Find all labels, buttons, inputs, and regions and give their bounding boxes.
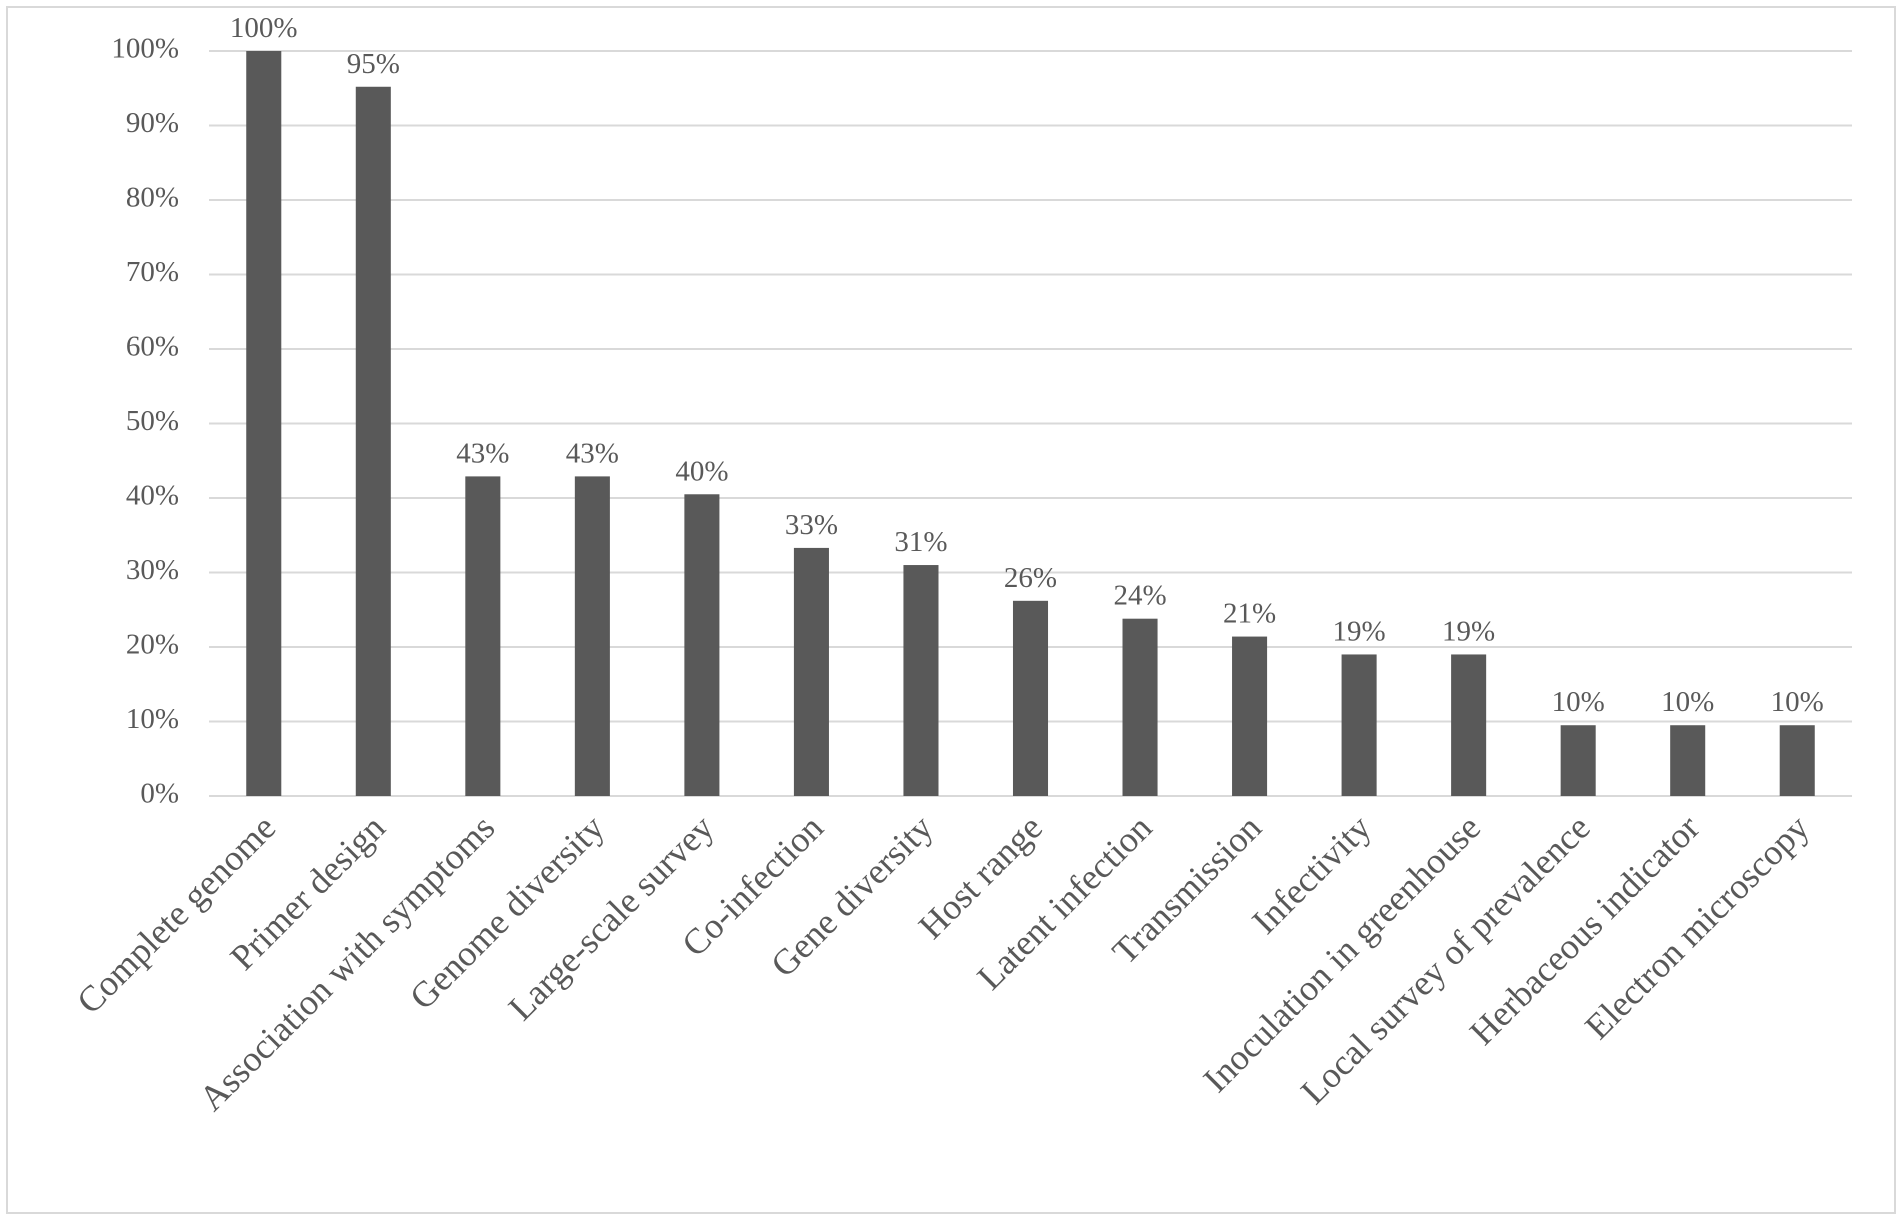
bar bbox=[465, 476, 501, 796]
value-label: 10% bbox=[1661, 686, 1714, 718]
value-label: 10% bbox=[1552, 686, 1605, 718]
bar bbox=[1451, 654, 1487, 796]
chart-frame bbox=[6, 6, 1896, 1214]
bar bbox=[1122, 618, 1158, 796]
y-tick-label: 80% bbox=[126, 182, 179, 214]
bar bbox=[1779, 725, 1815, 796]
bar bbox=[1232, 636, 1268, 796]
value-label: 21% bbox=[1223, 598, 1276, 630]
bar bbox=[1012, 600, 1049, 796]
value-label: 31% bbox=[894, 526, 947, 558]
value-label: 19% bbox=[1442, 615, 1495, 647]
value-label: 100% bbox=[230, 12, 298, 44]
y-tick-label: 50% bbox=[126, 405, 179, 437]
value-label: 24% bbox=[1113, 580, 1166, 612]
value-label: 19% bbox=[1333, 615, 1386, 647]
y-tick-label: 10% bbox=[126, 703, 179, 735]
bar bbox=[1560, 725, 1596, 796]
bar bbox=[246, 51, 282, 796]
y-tick-label: 0% bbox=[140, 778, 179, 810]
value-label: 95% bbox=[347, 48, 400, 80]
y-tick-label: 70% bbox=[126, 256, 179, 288]
bar bbox=[574, 476, 610, 796]
bar bbox=[1341, 654, 1377, 796]
y-tick-label: 60% bbox=[126, 331, 179, 363]
bar bbox=[793, 547, 829, 796]
bar bbox=[684, 494, 720, 796]
value-label: 43% bbox=[566, 437, 619, 469]
value-label: 40% bbox=[675, 455, 728, 487]
y-tick-label: 20% bbox=[126, 629, 179, 661]
value-label: 43% bbox=[456, 437, 509, 469]
y-tick-label: 40% bbox=[126, 480, 179, 512]
bar bbox=[1670, 725, 1706, 796]
y-tick-label: 100% bbox=[111, 33, 179, 65]
value-label: 26% bbox=[1004, 562, 1057, 594]
bar bbox=[903, 565, 939, 796]
value-label: 10% bbox=[1771, 686, 1824, 718]
bar bbox=[355, 86, 391, 796]
y-tick-label: 90% bbox=[126, 107, 179, 139]
value-label: 33% bbox=[785, 509, 838, 541]
y-tick-label: 30% bbox=[126, 554, 179, 586]
